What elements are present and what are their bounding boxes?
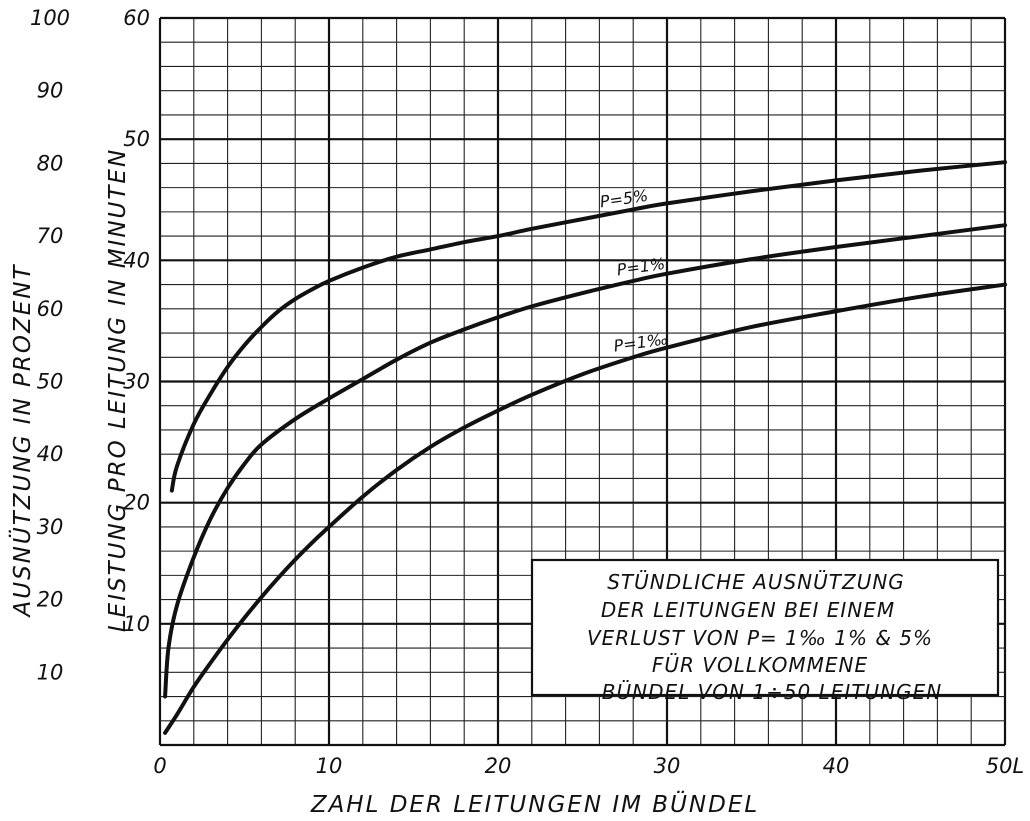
y-secondary-tick-label: 10 — [37, 660, 64, 684]
tick-labels: 0 10 20 30 40 50L 10 20 30 40 50 60 10 20 30 40 50 60 70 80… — [30, 6, 1024, 778]
curves — [163, 160, 1007, 735]
x-axis-title: ZAHL DER LEITUNGEN IM BÜNDEL — [310, 790, 759, 818]
x-tick-label: 0 — [153, 754, 166, 778]
y-secondary-tick-label: 90 — [37, 79, 64, 103]
x-tick-label: 50L — [986, 754, 1024, 778]
series-line — [169, 160, 1007, 493]
annotation-line-1: STÜNDLICHE AUSNÜTZUNG — [607, 570, 905, 594]
y-secondary-tick-label: 100 — [30, 6, 70, 30]
annotation-frame — [530, 558, 1000, 697]
annotation-line-2: DER LEITUNGEN BEI EINEM — [601, 598, 895, 622]
x-tick-label: 40 — [823, 754, 850, 778]
annotation-line-5: BÜNDEL VON 1÷50 LEITUNGEN — [602, 680, 942, 704]
y-secondary-tick-label: 40 — [37, 442, 64, 466]
y-tick-label: 50 — [123, 127, 150, 151]
x-tick-label: 30 — [654, 754, 681, 778]
y-tick-label: 20 — [123, 491, 150, 515]
x-tick-label: 20 — [485, 754, 512, 778]
y-tick-label: 40 — [123, 248, 150, 272]
annotation-line-3: VERLUST VON P= 1‰ 1% & 5% — [587, 626, 933, 650]
y-axis-title-text: LEISTUNG PRO LEITUNG IN MINUTEN — [105, 148, 131, 632]
y-axis-secondary-title: AUSNÜTZUNG IN PROZENT — [8, 264, 36, 619]
y-secondary-tick-label: 80 — [37, 151, 64, 175]
x-tick-label: 10 — [316, 754, 343, 778]
y-tick-label: 60 — [123, 6, 150, 30]
y-axis-title: LEISTUNG PRO LEITUNG IN MINUTEN — [105, 148, 131, 632]
annotation-box: STÜNDLICHE AUSNÜTZUNG DER LEITUNGEN BEI … — [530, 558, 1000, 704]
series-line — [163, 282, 1007, 735]
y-tick-label: 10 — [123, 612, 150, 636]
y-axis-secondary-title-text: AUSNÜTZUNG IN PROZENT — [8, 264, 36, 619]
y-secondary-tick-label: 60 — [37, 297, 64, 321]
y-secondary-tick-label: 20 — [37, 588, 64, 612]
series-line — [163, 223, 1007, 699]
y-secondary-tick-label: 50 — [37, 370, 64, 394]
y-secondary-tick-label: 70 — [37, 224, 64, 248]
y-secondary-tick-label: 30 — [37, 515, 64, 539]
y-tick-label: 30 — [123, 370, 150, 394]
annotation-line-4: FÜR VOLLKOMMENE — [652, 653, 868, 677]
